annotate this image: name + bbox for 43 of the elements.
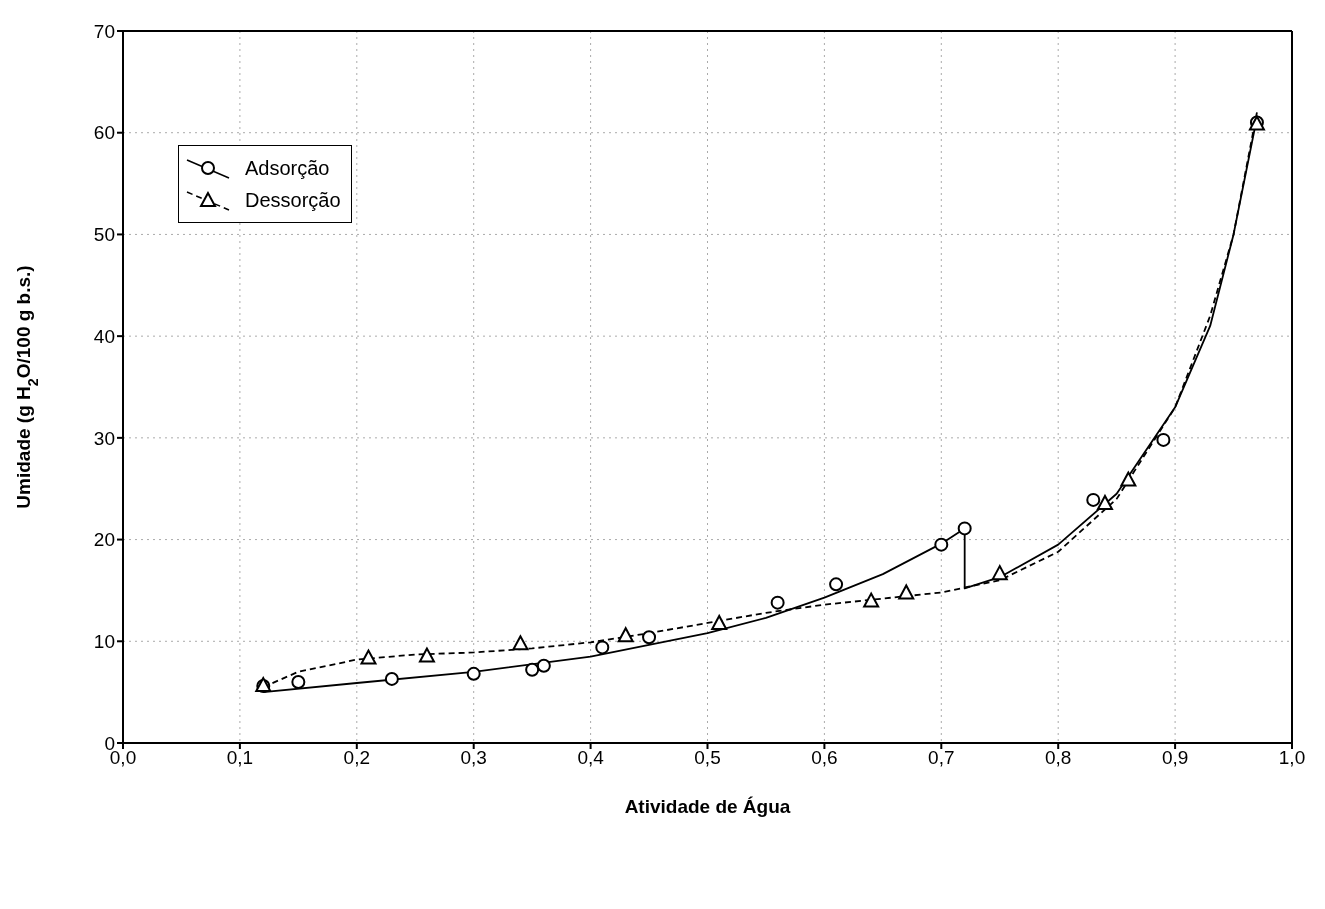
point: [617, 627, 634, 643]
point: [536, 658, 551, 673]
x-tick-label: 0,2: [343, 747, 371, 769]
point: [898, 584, 915, 600]
y-tick-label: 60: [93, 122, 115, 144]
x-tick-label: 1,0: [1278, 747, 1306, 769]
y-tick-label: 10: [93, 631, 115, 653]
point: [1096, 494, 1113, 510]
point: [360, 649, 377, 665]
point: [957, 521, 972, 536]
point: [384, 671, 399, 686]
point: [770, 595, 785, 610]
x-tick-label: 0,9: [1161, 747, 1189, 769]
x-tick-label: 0,8: [1044, 747, 1072, 769]
x-axis-title: Atividade de Água: [624, 796, 791, 817]
point: [1120, 471, 1137, 487]
point: [525, 662, 540, 677]
x-tick-label: 0,5: [694, 747, 721, 769]
point: [1156, 432, 1171, 447]
point: [642, 630, 657, 645]
point: [291, 674, 306, 689]
x-tick-label: 0,1: [226, 747, 254, 769]
x-tick-label: 0,3: [460, 747, 487, 769]
point: [934, 537, 949, 552]
point: [711, 614, 728, 630]
point: [595, 640, 610, 655]
point: [1086, 492, 1101, 507]
x-tick-label: 0,6: [811, 747, 838, 769]
y-tick-label: 20: [93, 529, 115, 551]
point: [466, 666, 481, 681]
x-tick-label: 0,7: [928, 747, 955, 769]
point: [418, 647, 435, 663]
y-tick-label: 50: [93, 224, 115, 246]
point: [829, 577, 844, 592]
point: [991, 565, 1008, 581]
y-tick-label: 30: [93, 427, 115, 449]
point: [512, 635, 529, 651]
legend-label: Dessorção: [245, 188, 341, 212]
point: [863, 592, 880, 608]
x-tick-label: 0,4: [577, 747, 605, 769]
y-tick-label: 70: [93, 20, 115, 42]
legend-label: Adsorção: [245, 156, 330, 180]
y-tick-label: 40: [93, 325, 115, 347]
